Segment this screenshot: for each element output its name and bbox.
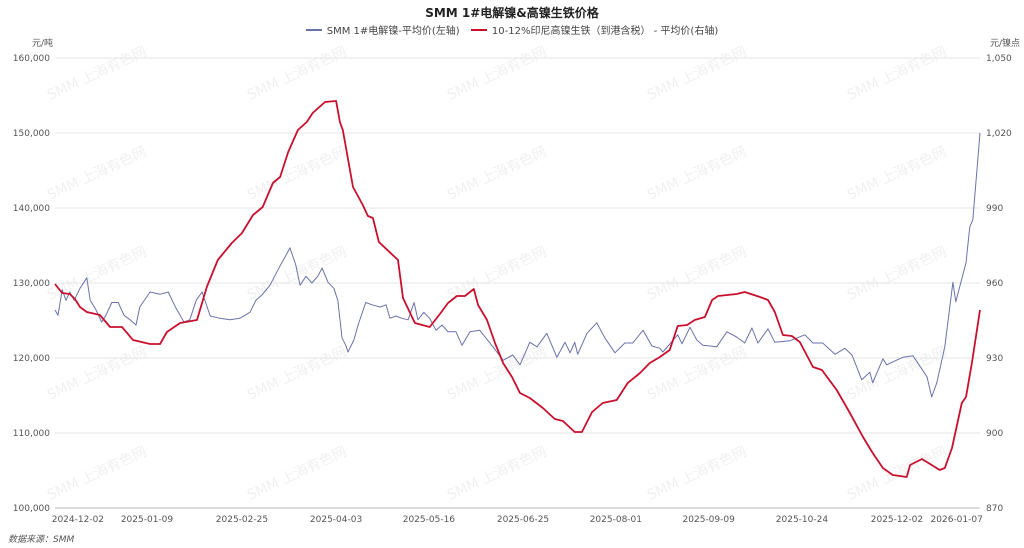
watermark: SMM 上海有色网 <box>245 143 350 204</box>
y-left-tick-label: 140,000 <box>13 204 50 214</box>
y-left-tick-label: 160,000 <box>13 54 50 64</box>
chart-title: SMM 1#电解镍&高镍生铁价格 <box>425 6 599 20</box>
x-tick-label: 2025-09-09 <box>683 515 736 525</box>
legend-item-electrolytic-nickel[interactable]: SMM 1#电解镍-平均价(左轴) <box>305 22 460 37</box>
watermark: SMM 上海有色网 <box>45 143 150 204</box>
legend-label: 10-12%印尼高镍生铁（到港含税） - 平均价(右轴) <box>491 26 719 37</box>
y-left-tick-label: 120,000 <box>13 354 50 364</box>
watermark: SMM 上海有色网 <box>845 143 950 204</box>
watermark: SMM 上海有色网 <box>845 243 950 304</box>
legend: SMM 1#电解镍-平均价(左轴) 10-12%印尼高镍生铁（到港含税） - 平… <box>0 22 1024 37</box>
y-right-tick-label: 870 <box>986 504 1003 514</box>
y-left-tick-label: 110,000 <box>13 429 50 439</box>
y-left-tick-label: 150,000 <box>13 129 50 139</box>
x-tick-label: 2026-01-07 <box>931 515 983 525</box>
watermark: SMM 上海有色网 <box>445 43 550 104</box>
y-right-tick-label: 960 <box>986 279 1003 289</box>
watermark: SMM 上海有色网 <box>645 43 750 104</box>
x-tick-label: 2025-02-25 <box>216 515 268 525</box>
y-left-tick-label: 130,000 <box>13 279 50 289</box>
watermark: SMM 上海有色网 <box>645 443 750 504</box>
watermark: SMM 上海有色网 <box>445 243 550 304</box>
legend-swatch-red <box>470 28 487 31</box>
watermark: SMM 上海有色网 <box>645 343 750 404</box>
x-tick-label: 2025-08-01 <box>590 515 642 525</box>
y-right-tick-label: 900 <box>986 429 1003 439</box>
legend-label: SMM 1#电解镍-平均价(左轴) <box>326 26 460 37</box>
watermark: SMM 上海有色网 <box>245 43 350 104</box>
watermark: SMM 上海有色网 <box>45 443 150 504</box>
watermark: SMM 上海有色网 <box>845 443 950 504</box>
watermark: SMM 上海有色网 <box>45 343 150 404</box>
data-source-note: 数据来源：SMM <box>8 535 75 545</box>
x-tick-label: 2025-06-25 <box>497 515 549 525</box>
x-tick-label: 2024-12-02 <box>52 515 104 525</box>
watermark: SMM 上海有色网 <box>645 143 750 204</box>
y-right-tick-label: 1,020 <box>986 129 1012 139</box>
x-tick-label: 2025-04-03 <box>310 515 362 525</box>
series-line-npi <box>54 100 981 478</box>
watermark: SMM 上海有色网 <box>845 343 950 404</box>
y-right-unit-label: 元/镍点 <box>990 37 1020 49</box>
watermark: SMM 上海有色网 <box>245 243 350 304</box>
legend-swatch-blue <box>305 28 322 31</box>
y-right-tick-label: 1,050 <box>986 54 1012 64</box>
watermark: SMM 上海有色网 <box>45 243 150 304</box>
y-left-tick-label: 100,000 <box>13 504 50 514</box>
legend-item-npi[interactable]: 10-12%印尼高镍生铁（到港含税） - 平均价(右轴) <box>470 22 719 37</box>
watermark: SMM 上海有色网 <box>245 443 350 504</box>
y-right-tick-label: 990 <box>986 204 1003 214</box>
watermark: SMM 上海有色网 <box>845 43 950 104</box>
y-right-tick-label: 930 <box>986 354 1003 364</box>
x-tick-label: 2025-10-24 <box>776 515 829 525</box>
watermark: SMM 上海有色网 <box>245 343 350 404</box>
series-line-electrolytic-nickel <box>54 132 981 398</box>
watermark: SMM 上海有色网 <box>445 443 550 504</box>
watermark: SMM 上海有色网 <box>45 43 150 104</box>
x-tick-label: 2025-05-16 <box>403 515 456 525</box>
x-tick-label: 2025-01-09 <box>121 515 174 525</box>
x-tick-label: 2025-12-02 <box>871 515 923 525</box>
watermark: SMM 上海有色网 <box>445 143 550 204</box>
y-left-unit-label: 元/吨 <box>32 37 53 49</box>
